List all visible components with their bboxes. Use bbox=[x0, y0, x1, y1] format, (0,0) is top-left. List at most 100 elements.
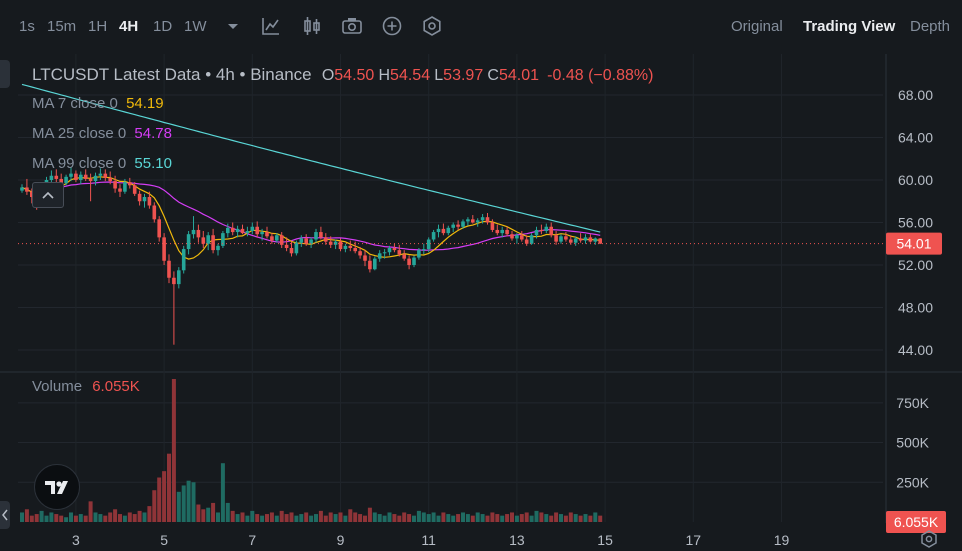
volume-bar bbox=[299, 514, 304, 522]
candle-body bbox=[461, 221, 465, 227]
candle-body bbox=[235, 228, 240, 233]
candle-body bbox=[157, 219, 161, 238]
volume-bar bbox=[206, 507, 211, 522]
candle-body bbox=[221, 233, 225, 246]
candle-body bbox=[324, 237, 328, 242]
volume-bar bbox=[500, 515, 505, 522]
candle-body bbox=[196, 229, 201, 238]
collapse-legend-button[interactable] bbox=[32, 182, 64, 208]
candle-body bbox=[162, 237, 166, 261]
candle-body bbox=[392, 248, 397, 251]
volume-bar bbox=[171, 379, 176, 522]
volume-bar bbox=[211, 502, 216, 522]
candle-body bbox=[368, 260, 372, 270]
volume-bar bbox=[583, 514, 588, 522]
volume-bar bbox=[363, 515, 367, 522]
volume-tag-box bbox=[886, 511, 946, 533]
volume-bar bbox=[402, 512, 407, 522]
candle-body bbox=[230, 227, 235, 233]
candle-body bbox=[240, 228, 245, 234]
volume-tick-label: 750K bbox=[896, 395, 929, 411]
candle-body bbox=[569, 239, 573, 243]
candles bbox=[20, 167, 602, 345]
volume-bar bbox=[353, 512, 358, 522]
settings-icon[interactable] bbox=[421, 15, 443, 37]
view-trading-view[interactable]: Trading View bbox=[803, 18, 896, 35]
volume-bar bbox=[314, 514, 318, 522]
price-tick-label: 48.00 bbox=[898, 300, 933, 316]
candlestick-chart[interactable]: 68.00 64.00 60.00 56.00 52.00 48.00 44.00 750K 5… bbox=[0, 54, 962, 551]
chevron-down-icon[interactable] bbox=[222, 15, 244, 37]
volume-bar bbox=[470, 515, 475, 522]
volume-bar bbox=[367, 507, 372, 522]
timeframe-1s[interactable]: 1s bbox=[19, 18, 35, 35]
candle-body bbox=[382, 252, 387, 254]
timeframe-1h[interactable]: 1H bbox=[88, 18, 108, 35]
indicator-icon[interactable] bbox=[260, 15, 282, 37]
open-value: 54.50 bbox=[334, 67, 375, 84]
volume-bar bbox=[73, 515, 78, 522]
tradingview-logo[interactable] bbox=[34, 464, 80, 510]
ma99-label: MA 99 close 0 bbox=[32, 155, 127, 172]
candle-body bbox=[279, 235, 284, 245]
volume-bar bbox=[20, 512, 24, 522]
time-tick-label: 19 bbox=[774, 532, 790, 548]
candle-body bbox=[475, 220, 480, 223]
volume-bar bbox=[392, 514, 397, 522]
low-value: 53.97 bbox=[443, 67, 484, 84]
timeframe-1w[interactable]: 1W bbox=[184, 18, 207, 35]
volume-bar bbox=[421, 512, 426, 522]
candle-body bbox=[500, 229, 504, 234]
volume-bar bbox=[436, 515, 441, 522]
volume-bar bbox=[34, 514, 39, 522]
side-panel-handle-top[interactable] bbox=[0, 60, 10, 88]
camera-icon[interactable] bbox=[341, 15, 363, 37]
volume-bar bbox=[147, 506, 152, 522]
view-original[interactable]: Original bbox=[731, 18, 783, 35]
candle-body bbox=[412, 257, 416, 265]
time-tick-label: 9 bbox=[337, 532, 345, 548]
volume-bar bbox=[328, 512, 333, 522]
candle-body bbox=[544, 226, 549, 231]
volume-bar bbox=[294, 515, 299, 522]
volume-bar bbox=[98, 514, 103, 522]
candle-body bbox=[113, 181, 117, 189]
volume-bar bbox=[29, 515, 34, 522]
candle-body bbox=[88, 178, 93, 182]
chart-title: LTCUSDT Latest Data • 4h • Binance bbox=[32, 65, 312, 84]
candle-body bbox=[358, 251, 362, 256]
candle-body bbox=[495, 229, 500, 234]
candle-type-icon[interactable] bbox=[301, 15, 323, 37]
close-value: 54.01 bbox=[498, 67, 539, 84]
volume-bar bbox=[588, 515, 593, 522]
volume-bar bbox=[269, 512, 274, 522]
candle-body bbox=[348, 245, 353, 248]
volume-bar bbox=[69, 512, 73, 522]
volume-bar bbox=[407, 514, 412, 522]
volume-bar bbox=[39, 510, 44, 522]
close-label: C bbox=[487, 67, 499, 84]
candle-body bbox=[515, 235, 519, 239]
candle-body bbox=[480, 217, 485, 221]
chevron-up-icon bbox=[42, 191, 54, 199]
candle-body bbox=[206, 235, 210, 244]
view-depth[interactable]: Depth bbox=[910, 18, 951, 35]
candle-body bbox=[534, 229, 539, 236]
volume-bar bbox=[534, 510, 539, 522]
volume-bar bbox=[598, 515, 603, 522]
candle-body bbox=[422, 249, 426, 251]
chart-settings-icon[interactable] bbox=[918, 528, 940, 550]
chevron-left-icon bbox=[2, 509, 8, 521]
timeframe-15m[interactable]: 15m bbox=[47, 18, 77, 35]
candle-body bbox=[216, 245, 220, 251]
volume-bar bbox=[59, 515, 64, 522]
candle-body bbox=[64, 176, 68, 184]
candle-body bbox=[573, 238, 578, 243]
volume-bar bbox=[578, 515, 583, 522]
volume-bar bbox=[83, 515, 88, 522]
timeframe-1d[interactable]: 1D bbox=[153, 18, 173, 35]
timeframe-4h[interactable]: 4H bbox=[119, 18, 139, 35]
side-panel-handle-bottom[interactable] bbox=[0, 501, 10, 529]
candle-body bbox=[446, 227, 451, 234]
add-circle-icon[interactable] bbox=[381, 15, 403, 37]
